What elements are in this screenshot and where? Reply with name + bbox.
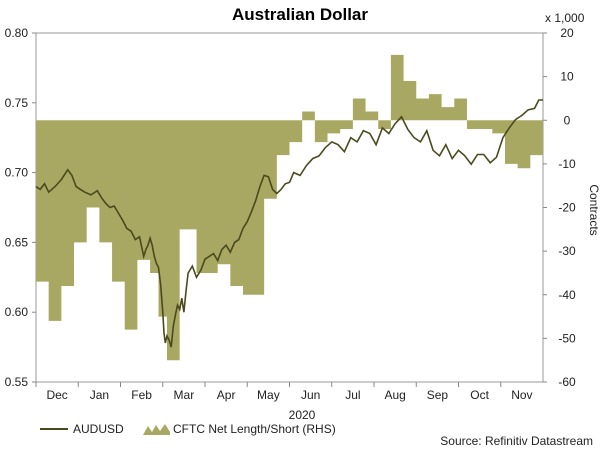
x-tick-label: Feb xyxy=(131,388,152,402)
x-tick-label: Aug xyxy=(384,388,405,402)
left-axis-ticks: 0.55 0.60 0.65 0.70 0.75 0.80 xyxy=(5,26,36,389)
left-tick-label: 0.60 xyxy=(5,305,29,319)
right-tick-label: -40 xyxy=(558,288,576,302)
left-tick-label: 0.70 xyxy=(5,166,29,180)
right-axis-multiplier: x 1,000 xyxy=(545,11,585,25)
x-tick-label: Jun xyxy=(301,388,320,402)
right-axis-label: Contracts xyxy=(587,184,600,235)
right-tick-label: -50 xyxy=(558,331,576,345)
right-tick-label: 20 xyxy=(560,26,574,40)
x-tick-label: Mar xyxy=(174,388,195,402)
right-tick-label: -60 xyxy=(558,375,576,389)
plot-area xyxy=(35,32,544,383)
left-tick-label: 0.80 xyxy=(5,26,29,40)
left-tick-label: 0.75 xyxy=(5,96,29,110)
chart-title: Australian Dollar xyxy=(232,5,368,24)
cftc-area-series xyxy=(36,54,543,361)
right-tick-label: 0 xyxy=(564,113,571,127)
x-tick-label: May xyxy=(257,388,280,402)
left-tick-label: 0.65 xyxy=(5,235,29,249)
x-tick-label: Sep xyxy=(427,388,449,402)
left-tick-label: 0.55 xyxy=(5,375,29,389)
x-tick-label: Nov xyxy=(511,388,532,402)
legend: AUDUSD CFTC Net Length/Short (RHS) xyxy=(40,422,336,436)
legend-cftc-swatch xyxy=(143,424,170,435)
x-tick-label: Apr xyxy=(217,388,236,402)
right-tick-label: -30 xyxy=(558,244,576,258)
right-tick-label: 10 xyxy=(560,70,574,84)
right-tick-label: -10 xyxy=(558,157,576,171)
x-tick-label: Jul xyxy=(345,388,360,402)
right-axis-ticks: 20 10 0 -10 -20 -30 -40 -50 -60 xyxy=(543,26,576,389)
audusd-line-series xyxy=(35,99,543,348)
x-tick-label: Oct xyxy=(470,388,489,402)
x-axis-year-label: 2020 xyxy=(289,408,316,422)
x-axis-ticks: Dec Jan Feb Mar Apr May Jun Jul Aug Sep Oct Nov xyxy=(35,382,533,402)
x-tick-label: Dec xyxy=(46,388,67,402)
legend-audusd-label: AUDUSD xyxy=(73,422,124,436)
legend-cftc-label: CFTC Net Length/Short (RHS) xyxy=(173,422,336,436)
x-tick-label: Jan xyxy=(90,388,109,402)
source-note: Source: Refinitiv Datastream xyxy=(440,434,593,448)
right-tick-label: -20 xyxy=(558,201,576,215)
